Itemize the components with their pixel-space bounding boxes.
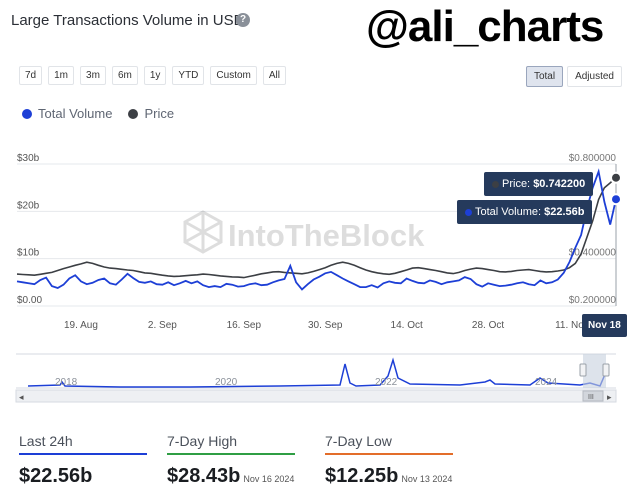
stat-7day-low-value: $12.25b — [325, 465, 399, 487]
legend-item-price[interactable]: Price — [128, 106, 174, 121]
y-left-tick-label: $20b — [17, 200, 40, 211]
stat-7day-low-label: 7-Day Low — [325, 433, 392, 449]
price-tooltip: Price: $0.742200 — [484, 172, 594, 196]
y-left-tick-label: $30b — [17, 153, 40, 164]
stat-7day-low: 7-Day Low $12.25b Nov 13 2024 — [325, 433, 465, 488]
range-1y-button[interactable]: 1y — [143, 66, 167, 85]
mode-total-button[interactable]: Total — [525, 66, 564, 87]
y-right-tick-label: $0.200000 — [569, 295, 617, 306]
legend-volume-label: Total Volume — [38, 106, 113, 121]
navigator-selection[interactable] — [583, 354, 606, 388]
mode-adjusted-button[interactable]: Adjusted — [567, 66, 622, 87]
legend-price-label: Price — [144, 106, 175, 121]
price-tooltip-dot — [492, 180, 499, 188]
summary-stats: Last 24h $22.56b 7-Day High $28.43b Nov 1… — [19, 433, 465, 488]
stat-7day-low-rule — [325, 453, 453, 455]
stat-last-24h-rule — [19, 453, 147, 455]
scroll-right-arrow-icon[interactable]: ▸ — [607, 392, 612, 402]
stat-7day-low-date: Nov 13 2024 — [401, 474, 453, 484]
help-icon[interactable]: ? — [236, 13, 250, 27]
chart-header: Large Transactions Volume in USD ? @ali_… — [11, 2, 632, 51]
mode-toggle: Total Adjusted — [525, 66, 622, 87]
stat-7day-high-value: $28.43b — [167, 465, 241, 487]
stat-7day-high-date: Nov 16 2024 — [243, 474, 295, 484]
navigator-year-2024: 2024 — [535, 377, 558, 388]
crosshair-date-flag: Nov 18 — [582, 314, 627, 337]
range-all-button[interactable]: All — [262, 66, 286, 85]
stat-last-24h: Last 24h $22.56b — [19, 433, 149, 488]
navigator-series-line — [27, 357, 607, 388]
volume-tooltip-label: Total Volume: — [475, 206, 542, 218]
x-tick-label: 19. Aug — [64, 320, 98, 331]
navigator-right-handle[interactable] — [602, 363, 610, 377]
x-axis: 19. Aug 2. Sep 16. Sep 30. Sep 14. Oct 28. Oc… — [64, 320, 584, 331]
x-tick-label: 28. Oct — [472, 320, 504, 331]
stat-last-24h-label: Last 24h — [19, 433, 73, 449]
navigator-year-2022: 2022 — [375, 377, 398, 388]
range-6m-button[interactable]: 6m — [111, 66, 138, 85]
chart-legend: Total Volume Price — [22, 106, 174, 121]
stat-7day-high: 7-Day High $28.43b Nov 16 2024 — [167, 433, 307, 488]
price-tooltip-value: $0.742200 — [533, 178, 586, 190]
legend-price-dot — [128, 108, 139, 119]
y-axis-right: $0.200000 $0.400000 $0.800000 — [569, 153, 617, 306]
scroll-left-arrow-icon[interactable]: ◂ — [19, 392, 24, 402]
y-right-tick-label: $0.800000 — [569, 153, 617, 164]
intotheblock-watermark: IntoTheBlock — [183, 210, 425, 254]
legend-item-total-volume[interactable]: Total Volume — [22, 106, 112, 121]
y-axis-left: $0.00 $10b $20b $30b — [17, 153, 42, 306]
volume-tooltip: Total Volume: $22.56b — [457, 200, 593, 224]
author-handle-overlay: @ali_charts — [366, 2, 604, 51]
series-line-total-volume — [16, 168, 617, 291]
stat-last-24h-value: $22.56b — [19, 465, 93, 487]
range-7d-button[interactable]: 7d — [19, 66, 43, 85]
range-1m-button[interactable]: 1m — [48, 66, 75, 85]
main-chart[interactable]: IntoTheBlock $0.00 $10b $20b $30b $0.200000… — [0, 150, 632, 360]
volume-tooltip-value: $22.56b — [544, 206, 585, 218]
legend-volume-dot — [22, 108, 32, 119]
y-left-tick-label: $10b — [17, 248, 40, 259]
range-custom-button[interactable]: Custom — [210, 66, 257, 85]
range-ytd-button[interactable]: YTD — [172, 66, 205, 85]
x-tick-label: 11. No — [555, 320, 584, 331]
intotheblock-logo-icon — [183, 210, 223, 254]
series-line-price — [16, 177, 617, 279]
volume-tooltip-dot — [465, 208, 472, 216]
navigator-left-handle[interactable] — [579, 363, 587, 377]
scrollbar-thumb[interactable] — [582, 390, 604, 402]
range-navigator[interactable]: 2018 2020 2022 2024 ◂ ▸ III — [0, 350, 632, 406]
watermark-text: IntoTheBlock — [228, 218, 425, 253]
range-3m-button[interactable]: 3m — [80, 66, 106, 85]
x-tick-label: 14. Oct — [391, 320, 423, 331]
scrollbar-grip-icon: III — [588, 394, 594, 401]
x-tick-label: 2. Sep — [148, 320, 177, 331]
x-tick-label: 16. Sep — [227, 320, 262, 331]
price-tooltip-label: Price: — [502, 178, 531, 190]
time-range-selector: 7d 1m 3m 6m 1y YTD Custom All — [19, 66, 286, 85]
chart-grid — [17, 163, 616, 307]
chart-title: Large Transactions Volume in USD — [11, 12, 245, 29]
x-tick-label: 30. Sep — [308, 320, 343, 331]
price-hover-marker — [610, 171, 622, 184]
y-right-tick-label: $0.400000 — [569, 248, 617, 259]
y-left-tick-label: $0.00 — [17, 295, 42, 306]
navigator-year-2020: 2020 — [215, 377, 238, 388]
navigator-scrollbar[interactable] — [15, 389, 617, 403]
stat-7day-high-rule — [167, 453, 295, 455]
navigator-year-2018: 2018 — [55, 377, 78, 388]
volume-hover-marker — [610, 193, 622, 206]
stat-7day-high-label: 7-Day High — [167, 433, 238, 449]
